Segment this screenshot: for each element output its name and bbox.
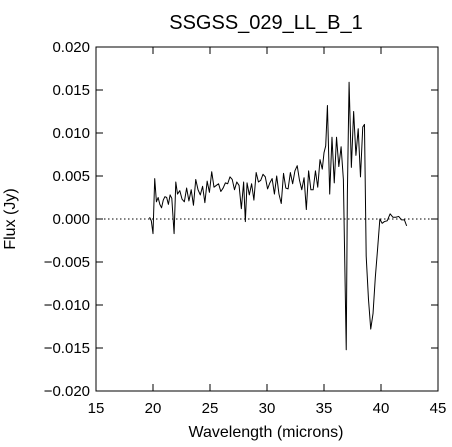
y-tick-label: 0.005	[52, 168, 90, 185]
chart-title: SSGSS_029_LL_B_1	[169, 12, 363, 34]
y-tick-label: 0.010	[52, 125, 90, 142]
x-tick-label: 30	[259, 400, 276, 417]
x-tick-label: 15	[88, 400, 105, 417]
x-tick-label: 20	[145, 400, 162, 417]
y-tick-label: −0.020	[44, 383, 90, 400]
series-line	[149, 81, 408, 351]
plot-frame	[95, 46, 439, 392]
y-tick-label: −0.015	[44, 340, 90, 357]
y-tick-label: −0.005	[44, 254, 90, 271]
y-tick-label: −0.010	[44, 297, 90, 314]
x-tick-label: 45	[430, 400, 447, 417]
y-axis-label: Flux (Jy)	[2, 188, 19, 249]
y-axis: −0.020 −0.015 −0.010 −0.005 0.000 0.005 0.010 0…	[44, 39, 438, 400]
y-tick-label: 0.020	[52, 39, 90, 56]
y-tick-label: 0.015	[52, 82, 90, 99]
x-tick-label: 35	[316, 400, 333, 417]
x-axis-label: Wavelength (microns)	[188, 424, 343, 441]
y-tick-label: 0.000	[52, 211, 90, 228]
x-tick-label: 25	[202, 400, 219, 417]
x-tick-label: 40	[373, 400, 390, 417]
x-axis: 15 20 25 30 35 40 45	[88, 47, 447, 417]
